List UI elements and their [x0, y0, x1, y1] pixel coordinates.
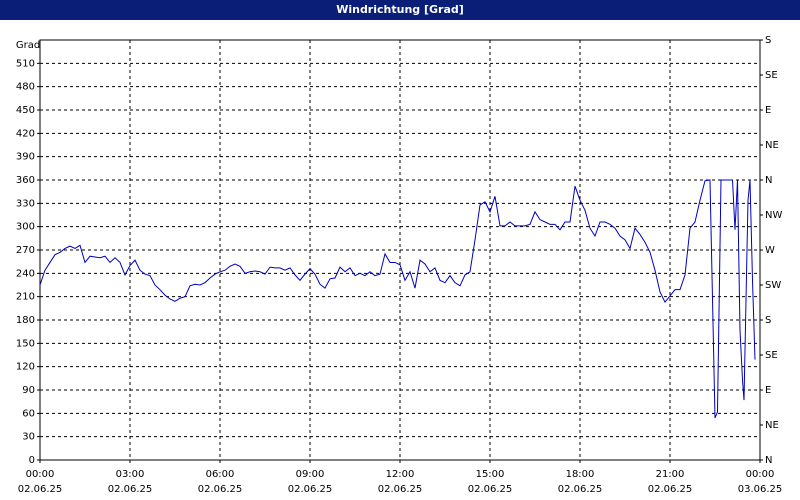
x-tick-date: 02.06.25: [108, 484, 153, 495]
y-tick-label: 30: [22, 432, 35, 443]
x-tick-date: 03.06.25: [738, 484, 783, 495]
y2-tick-label: S: [765, 35, 771, 46]
x-tick-label: 00:00: [26, 469, 55, 480]
y-tick-label: 390: [16, 152, 35, 163]
y2-tick-label: E: [765, 105, 771, 116]
y-tick-label: 90: [22, 385, 35, 396]
y-tick-label: 270: [16, 245, 35, 256]
y2-tick-label: E: [765, 385, 771, 396]
y2-tick-label: SE: [765, 70, 778, 81]
y2-tick-label: N: [765, 455, 772, 466]
x-tick-date: 02.06.25: [468, 484, 513, 495]
y2-tick-label: NW: [765, 210, 782, 221]
data-line: [39, 179, 756, 419]
y-tick-label: 450: [16, 105, 35, 116]
x-tick-label: 03:00: [116, 469, 145, 480]
x-tick-date: 02.06.25: [648, 484, 693, 495]
x-tick-label: 18:00: [566, 469, 595, 480]
y-tick-label: 360: [16, 175, 35, 186]
y-tick-label: 60: [22, 408, 35, 419]
y2-tick-label: NE: [765, 140, 779, 151]
title-bar: [0, 0, 800, 20]
y-tick-label: 210: [16, 292, 35, 303]
y-tick-label: 420: [16, 128, 35, 139]
y-axis-label: Grad: [16, 40, 40, 51]
x-tick-label: 12:00: [386, 469, 415, 480]
y-tick-label: 510: [16, 58, 35, 69]
x-tick-date: 02.06.25: [378, 484, 423, 495]
chart-title: Windrichtung [Grad]: [336, 3, 464, 16]
y-tick-label: 330: [16, 198, 35, 209]
x-tick-label: 06:00: [206, 469, 235, 480]
y-tick-label: 240: [16, 268, 35, 279]
y-tick-label: 480: [16, 82, 35, 93]
x-tick-date: 02.06.25: [288, 484, 333, 495]
x-tick-date: 02.06.25: [558, 484, 603, 495]
x-tick-label: 00:00: [746, 469, 775, 480]
x-tick-label: 15:00: [476, 469, 505, 480]
y-tick-label: 180: [16, 315, 35, 326]
y2-tick-label: W: [765, 245, 775, 256]
x-tick-label: 21:00: [656, 469, 685, 480]
y2-tick-label: SW: [765, 280, 781, 291]
y-tick-label: 120: [16, 362, 35, 373]
y2-tick-label: NE: [765, 420, 779, 431]
y2-tick-label: SE: [765, 350, 778, 361]
x-tick-label: 09:00: [296, 469, 325, 480]
y2-tick-label: S: [765, 315, 771, 326]
x-tick-date: 02.06.25: [198, 484, 243, 495]
y-tick-label: 0: [29, 455, 35, 466]
y2-tick-label: N: [765, 175, 772, 186]
y-tick-label: 150: [16, 338, 35, 349]
y-tick-label: 300: [16, 222, 35, 233]
x-tick-date: 02.06.25: [18, 484, 63, 495]
plot-frame: [39, 39, 761, 461]
